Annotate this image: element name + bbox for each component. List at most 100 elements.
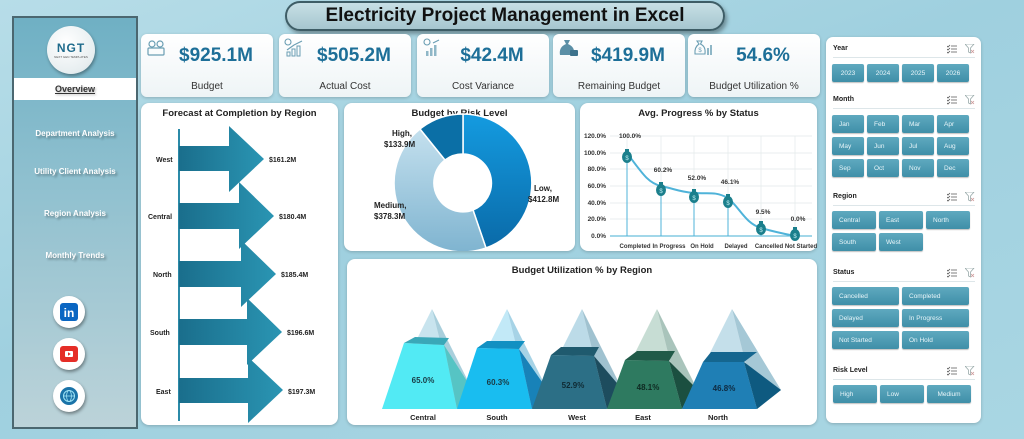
- multi-select-icon[interactable]: [947, 95, 957, 105]
- clear-filter-icon[interactable]: [965, 366, 975, 376]
- svg-text:$: $: [793, 234, 797, 240]
- kpi-card-budget: $925.1M Budget: [141, 34, 273, 97]
- slicer-region-north[interactable]: North: [926, 211, 970, 229]
- svg-text:Low,: Low,: [534, 184, 552, 193]
- kpi-label: Budget Utilization %: [709, 81, 799, 92]
- kpi-label: Cost Variance: [451, 81, 515, 92]
- svg-text:60.2%: 60.2%: [654, 167, 673, 174]
- slicer-month-sep[interactable]: Sep: [832, 159, 864, 177]
- clear-filter-icon[interactable]: [965, 95, 975, 105]
- slicer-risk-low[interactable]: Low: [880, 385, 924, 403]
- svg-text:$412.8M: $412.8M: [528, 195, 559, 204]
- slicer-year-2025[interactable]: 2025: [902, 64, 934, 82]
- multi-select-icon[interactable]: [947, 268, 957, 278]
- svg-text:Medium,: Medium,: [374, 201, 406, 210]
- nav-monthly-trends[interactable]: Monthly Trends: [45, 251, 105, 260]
- svg-text:$196.6M: $196.6M: [287, 330, 314, 337]
- arrow-south: South $196.6M: [150, 298, 314, 365]
- youtube-button[interactable]: [53, 338, 85, 370]
- svg-text:North: North: [153, 272, 172, 279]
- slicer-year-2023[interactable]: 2023: [832, 64, 864, 82]
- svg-text:$: $: [625, 156, 629, 162]
- clear-filter-icon[interactable]: [965, 192, 975, 202]
- slicer-month-apr[interactable]: Apr: [937, 115, 969, 133]
- slicer-status-not-started[interactable]: Not Started: [832, 331, 899, 349]
- slicer-month-aug[interactable]: Aug: [937, 137, 969, 155]
- money-bag-icon: [559, 40, 578, 56]
- slicer-month-dec[interactable]: Dec: [937, 159, 969, 177]
- svg-text:100.0%: 100.0%: [619, 133, 641, 140]
- slicer-risk-high[interactable]: High: [833, 385, 877, 403]
- svg-text:52.0%: 52.0%: [688, 175, 707, 182]
- svg-text:Cancelled: Cancelled: [755, 244, 784, 250]
- svg-text:East: East: [156, 389, 171, 396]
- svg-text:60.3%: 60.3%: [487, 378, 510, 387]
- slicer-status-completed[interactable]: Completed: [902, 287, 969, 305]
- multi-select-icon[interactable]: [947, 44, 957, 54]
- slicer-month-mar[interactable]: Mar: [902, 115, 934, 133]
- arrow-central: Central $180.4M: [148, 182, 306, 249]
- svg-text:0.0%: 0.0%: [791, 216, 806, 223]
- nav-overview[interactable]: Overview: [14, 78, 136, 100]
- pyramid-chart: 65.0% Central 60.3% South 52.9% West: [382, 309, 781, 422]
- kpi-value: $505.2M: [317, 45, 391, 66]
- slicer-year-2026[interactable]: 2026: [937, 64, 969, 82]
- nav-utility-client-analysis[interactable]: Utility Client Analysis: [34, 167, 116, 176]
- progress-line-chart: 0.0%20.0% 40.0%60.0% 80.0%100.0% 120.0% …: [584, 133, 817, 250]
- linkedin-button[interactable]: in: [53, 296, 85, 328]
- slicer-month-may[interactable]: May: [832, 137, 864, 155]
- logo-text: NGT: [56, 41, 86, 55]
- svg-text:Not Started: Not Started: [785, 244, 817, 250]
- variance-icon: [423, 38, 440, 56]
- progress-by-status-chart: Avg. Progress % by Status 0.0% 20.0% 40.0…: [580, 103, 817, 251]
- slicer-status-on-hold[interactable]: On Hold: [902, 331, 969, 349]
- svg-text:100.0%: 100.0%: [584, 150, 606, 157]
- svg-text:46.1%: 46.1%: [721, 179, 740, 186]
- kpi-value: $925.1M: [179, 45, 253, 66]
- slicer-month-jun[interactable]: Jun: [867, 137, 899, 155]
- multi-select-icon[interactable]: [947, 192, 957, 202]
- chart-title: Forecast at Completion by Region: [162, 108, 317, 119]
- utilization-by-region-chart: Budget Utilization % by Region 65.0% Cen…: [347, 259, 817, 425]
- money-bag-markers: $ $ $ $ $ $: [622, 149, 800, 241]
- nav-region-analysis[interactable]: Region Analysis: [44, 209, 106, 218]
- multi-select-icon[interactable]: [947, 366, 957, 376]
- slicer-status-delayed[interactable]: Delayed: [832, 309, 899, 327]
- chart-title: Budget Utilization % by Region: [511, 265, 653, 276]
- clear-filter-icon[interactable]: [965, 44, 975, 54]
- slicer-status-cancelled[interactable]: Cancelled: [832, 287, 899, 305]
- slicer-region-west[interactable]: West: [879, 233, 923, 251]
- slicer-region-header: Region: [833, 192, 975, 206]
- slicer-risk-level-header: Risk Level: [833, 366, 975, 380]
- svg-text:West: West: [156, 157, 173, 164]
- slicer-status-in-progress[interactable]: In Progress: [902, 309, 969, 327]
- slicer-month-jul[interactable]: Jul: [902, 137, 934, 155]
- slicer-month-nov[interactable]: Nov: [902, 159, 934, 177]
- svg-text:North: North: [708, 413, 728, 422]
- slicer-month-oct[interactable]: Oct: [867, 159, 899, 177]
- slicer-region-south[interactable]: South: [832, 233, 876, 251]
- svg-text:South: South: [486, 413, 508, 422]
- slicer-risk-medium[interactable]: Medium: [927, 385, 971, 403]
- arrow-north: North $185.4M: [153, 240, 308, 307]
- svg-text:$378.3M: $378.3M: [374, 212, 405, 221]
- utilization-icon: $: [694, 40, 712, 55]
- ngt-logo[interactable]: NGT NEXT GEN TEMPLATES: [47, 26, 95, 74]
- nav-department-analysis[interactable]: Department Analysis: [35, 129, 115, 138]
- slicer-region-central[interactable]: Central: [832, 211, 876, 229]
- budget-icon: [147, 40, 165, 56]
- linkedin-icon: in: [60, 303, 78, 321]
- slicer-region-east[interactable]: East: [879, 211, 923, 229]
- website-button[interactable]: [53, 380, 85, 412]
- pyramid-east: 48.1% East: [607, 309, 697, 422]
- slicer-month-header: Month: [833, 95, 975, 109]
- slicer-month-jan[interactable]: Jan: [832, 115, 864, 133]
- slicer-year-2024[interactable]: 2024: [867, 64, 899, 82]
- clear-filter-icon[interactable]: [965, 268, 975, 278]
- svg-text:52.9%: 52.9%: [562, 381, 585, 390]
- kpi-card-budget-utilization: $ 54.6% Budget Utilization %: [688, 34, 820, 97]
- slicer-month-feb[interactable]: Feb: [867, 115, 899, 133]
- svg-text:Delayed: Delayed: [724, 244, 747, 250]
- svg-text:$197.3M: $197.3M: [288, 389, 315, 396]
- pyramid-north: 46.8% North: [682, 309, 781, 422]
